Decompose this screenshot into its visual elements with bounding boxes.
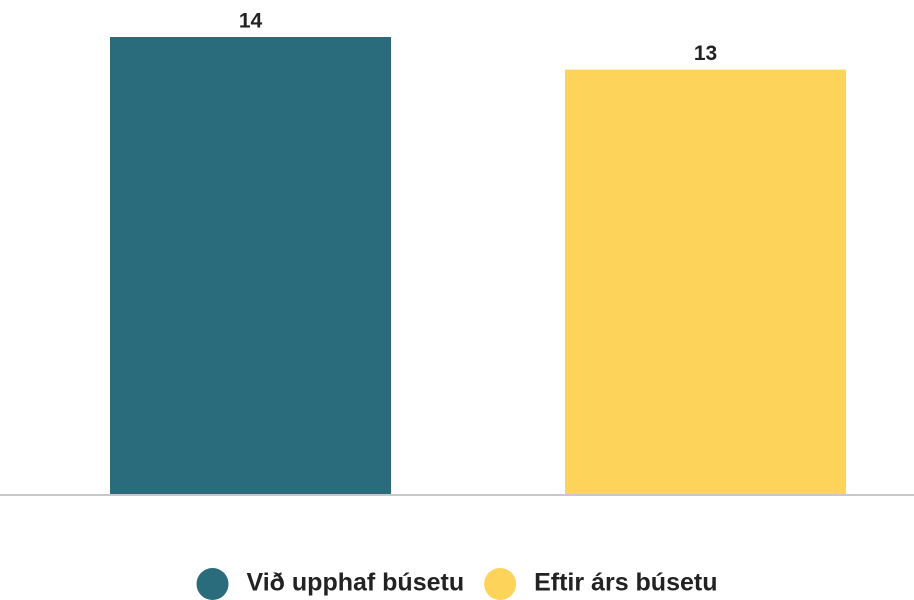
legend-swatch xyxy=(484,568,517,600)
value-label: 13 xyxy=(694,42,717,65)
legend-label: Við upphaf búsetu xyxy=(247,569,465,597)
value-label: 14 xyxy=(239,10,263,33)
legend-label: Eftir árs búsetu xyxy=(534,569,717,597)
bar xyxy=(110,37,391,494)
bar xyxy=(565,69,846,495)
legend-swatch xyxy=(196,568,229,600)
